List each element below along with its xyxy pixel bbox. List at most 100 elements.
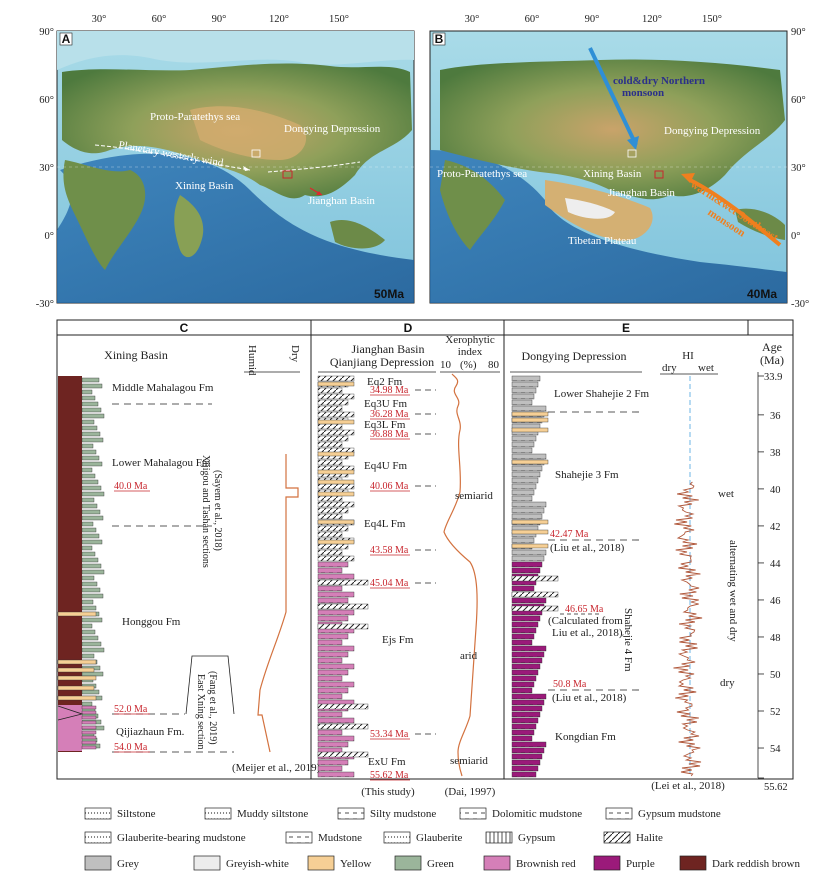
panel-label-e: E bbox=[622, 321, 630, 335]
xero-source: (Dai, 1997) bbox=[445, 786, 496, 798]
map-lon-label: 120° bbox=[642, 14, 662, 25]
age-column: Age (Ma) 33.9 36 38 40 42 44 46 48 50 52 54 55.62 bbox=[757, 340, 788, 793]
hi-note-wet: wet bbox=[718, 488, 734, 500]
map-a-xining: Xining Basin bbox=[175, 180, 234, 192]
map-a-dongying: Dongying Depression bbox=[284, 123, 381, 135]
map-lon-label: 150° bbox=[329, 14, 349, 25]
legend-color-label: Brownish red bbox=[516, 858, 576, 870]
hi-source: (Lei et al., 2018) bbox=[651, 780, 725, 792]
xining-age-52: 52.0 Ma bbox=[114, 704, 148, 715]
jianghan-fm-ejs: Ejs Fm bbox=[382, 634, 414, 646]
jianghan-fm-eq2: Eq2 Fm bbox=[367, 376, 403, 388]
map-lat-label: 30° bbox=[791, 163, 806, 174]
dongying-title: Dongying Depression bbox=[522, 349, 627, 363]
xero-zone-semiarid-1: semiarid bbox=[455, 490, 493, 502]
map-b-proto-paratethys: Proto-Paratethys sea bbox=[437, 168, 527, 180]
stratigraphic-correlation: C D E Xining Basin Humid Dry Middle Maha… bbox=[56, 319, 794, 798]
legend-lithology-label: Glauberite bbox=[416, 832, 463, 844]
hi-alternating: alternating wet and dry bbox=[727, 540, 739, 642]
age-tick-label: 50 bbox=[770, 670, 781, 681]
map-b: B 40Ma cold&dry Northern monsoon warm&we… bbox=[429, 30, 788, 304]
map-a-proto-paratethys: Proto-Paratethys sea bbox=[150, 111, 240, 123]
age-tick-label: 52 bbox=[770, 707, 781, 718]
xining-section2-line2: (Fang et al., 2019) bbox=[207, 671, 218, 745]
dongying-cite-3: Liu et al., 2018) bbox=[552, 627, 623, 639]
legend-color-label: Greyish-white bbox=[226, 858, 289, 870]
xining-source: (Meijer et al., 2019) bbox=[232, 762, 321, 774]
dongying-cite-4: (Liu et al., 2018) bbox=[552, 692, 627, 704]
hi-note-dry: dry bbox=[720, 677, 735, 689]
legend-lithology-label: Gypsum mudstone bbox=[638, 808, 721, 820]
map-b-monsoon-north-1: cold&dry Northern bbox=[613, 75, 705, 87]
map-b-tibetan-plateau: Tibetan Plateau bbox=[568, 235, 637, 247]
dongying-fm-lower-shahejie-2: Lower Shahejie 2 Fm bbox=[554, 388, 649, 400]
map-lat-label: -30° bbox=[791, 299, 809, 310]
dongying-fm-shahejie-3: Shahejie 3 Fm bbox=[555, 469, 619, 481]
legend-lithology-label: Mudstone bbox=[318, 832, 362, 844]
column-e: Dongying Depression Lower Shahejie 2 Fm … bbox=[510, 349, 739, 792]
dongying-cite-2: (Calculated from bbox=[548, 615, 623, 627]
jianghan-age-label: 53.34 Ma bbox=[370, 729, 409, 740]
map-lon-label: 150° bbox=[702, 14, 722, 25]
xining-section1-line1: Xijigou and Tashan sections bbox=[200, 455, 211, 568]
xining-fm-middle-mahalagou: Middle Mahalagou Fm bbox=[112, 382, 214, 394]
map-b-monsoon-north-2: monsoon bbox=[622, 87, 664, 99]
jianghan-fm-exu: ExU Fm bbox=[368, 756, 406, 768]
jianghan-age-label: 34.98 Ma bbox=[370, 385, 409, 396]
xining-title: Xining Basin bbox=[104, 348, 168, 362]
age-title-2: (Ma) bbox=[760, 353, 784, 367]
age-tick-label: 38 bbox=[770, 448, 781, 459]
map-lon-label: 90° bbox=[212, 14, 227, 25]
xining-age-40: 40.0 Ma bbox=[114, 481, 148, 492]
map-lat-label: 60° bbox=[791, 95, 806, 106]
age-tick-label: 46 bbox=[770, 596, 781, 607]
map-lon-label: 90° bbox=[585, 14, 600, 25]
xero-axis-max: 80 bbox=[488, 359, 500, 371]
panel-label-c: C bbox=[180, 321, 189, 335]
dongying-cite-1: (Liu et al., 2018) bbox=[550, 542, 625, 554]
age-top: 33.9 bbox=[764, 372, 782, 383]
dongying-fm-shahejie-4: Shahejie 4 Fm bbox=[622, 608, 634, 672]
jianghan-fm-eq3u: Eq3U Fm bbox=[364, 398, 408, 410]
map-lon-label: 30° bbox=[92, 14, 107, 25]
map-lat-label: -30° bbox=[36, 299, 54, 310]
xero-axis-unit: (%) bbox=[460, 359, 477, 371]
map-lat-label: 90° bbox=[791, 27, 806, 38]
jianghan-age-label: 45.04 Ma bbox=[370, 578, 409, 589]
panel-label-a: A bbox=[62, 32, 71, 46]
age-tick-label: 40 bbox=[770, 485, 781, 496]
map-b-age: 40Ma bbox=[747, 287, 777, 301]
map-lat-label: 90° bbox=[39, 27, 54, 38]
xero-zone-arid: arid bbox=[460, 650, 478, 662]
xero-title-2: index bbox=[458, 346, 483, 358]
xero-axis-min: 10 bbox=[440, 359, 452, 371]
jianghan-age-label: 40.06 Ma bbox=[370, 481, 409, 492]
age-tick-label: 54 bbox=[770, 744, 781, 755]
age-tick-label: 44 bbox=[770, 559, 781, 570]
map-lon-label: 30° bbox=[465, 14, 480, 25]
paleogeographic-maps: 30° 60° 90° 120° 150° 30° 60° 90° 120° 150° 90° 6… bbox=[36, 14, 809, 310]
hi-axis-wet: wet bbox=[698, 362, 714, 374]
age-tick-label: 42 bbox=[770, 522, 781, 533]
legend-lithology-label: Muddy siltstone bbox=[237, 808, 308, 820]
legend-lithology-label: Glauberite-bearing mudstone bbox=[117, 832, 246, 844]
jianghan-age-label: 36.88 Ma bbox=[370, 429, 409, 440]
legend-lithology-label: Dolomitic mudstone bbox=[492, 808, 582, 820]
xining-age-54: 54.0 Ma bbox=[114, 742, 148, 753]
map-lat-label: 0° bbox=[791, 231, 800, 242]
legend-color-label: Green bbox=[427, 858, 454, 870]
legend: Siltstone Muddy siltstone Silty mudstone Do… bbox=[84, 807, 800, 871]
jianghan-fm-eq4u: Eq4U Fm bbox=[364, 460, 408, 472]
humid-label: Humid bbox=[246, 345, 258, 376]
age-title-1: Age bbox=[762, 340, 782, 354]
xero-zone-semiarid-2: semiarid bbox=[450, 755, 488, 767]
legend-color-label: Purple bbox=[626, 858, 655, 870]
map-lon-label: 60° bbox=[525, 14, 540, 25]
jianghan-age-label: 36.28 Ma bbox=[370, 409, 409, 420]
column-d: Jianghan Basin Qianjiang Depression Eq2 … bbox=[317, 334, 500, 798]
map-lat-label: 0° bbox=[45, 231, 54, 242]
jianghan-fm-eq4l: Eq4L Fm bbox=[364, 518, 406, 530]
map-b-xining: Xining Basin bbox=[583, 168, 642, 180]
map-lon-label: 60° bbox=[152, 14, 167, 25]
